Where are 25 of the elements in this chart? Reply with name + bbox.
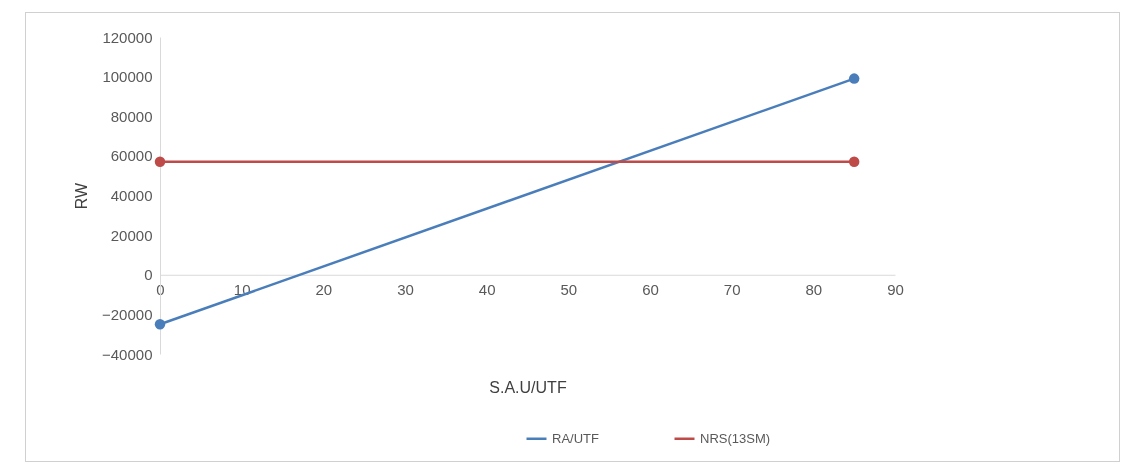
- point: [848, 73, 860, 84]
- y-tick-label: 0: [144, 266, 153, 284]
- x-tick-label: 20: [315, 281, 333, 299]
- x-tick-label: 70: [723, 281, 741, 299]
- x-axis-title: S.A.U/UTF: [489, 378, 567, 396]
- y-tick-label: 60000: [110, 147, 153, 165]
- y-tick-label: 20000: [110, 226, 153, 244]
- x-tick-label: 60: [642, 281, 659, 299]
- legend-label: NRS(13SM): [700, 430, 771, 446]
- point: [848, 156, 860, 168]
- y-tick-label: −20000: [102, 305, 153, 323]
- y-tick-label: 100000: [102, 68, 153, 86]
- x-tick-label: 90: [887, 281, 904, 299]
- legend-label: RA/UTF: [552, 430, 599, 446]
- point: [154, 156, 166, 168]
- y-tick-label: 40000: [110, 187, 153, 204]
- x-tick-label: 30: [397, 281, 414, 299]
- y-axis-title: RW: [73, 181, 91, 210]
- x-tick-label: 80: [805, 281, 823, 299]
- y-tick-label: 80000: [110, 107, 153, 125]
- y-tick-label: −40000: [102, 345, 153, 363]
- x-tick-label: 50: [560, 281, 578, 299]
- y-tick-label: 120000: [102, 28, 153, 46]
- x-tick-label: 40: [478, 281, 496, 299]
- point: [154, 319, 166, 330]
